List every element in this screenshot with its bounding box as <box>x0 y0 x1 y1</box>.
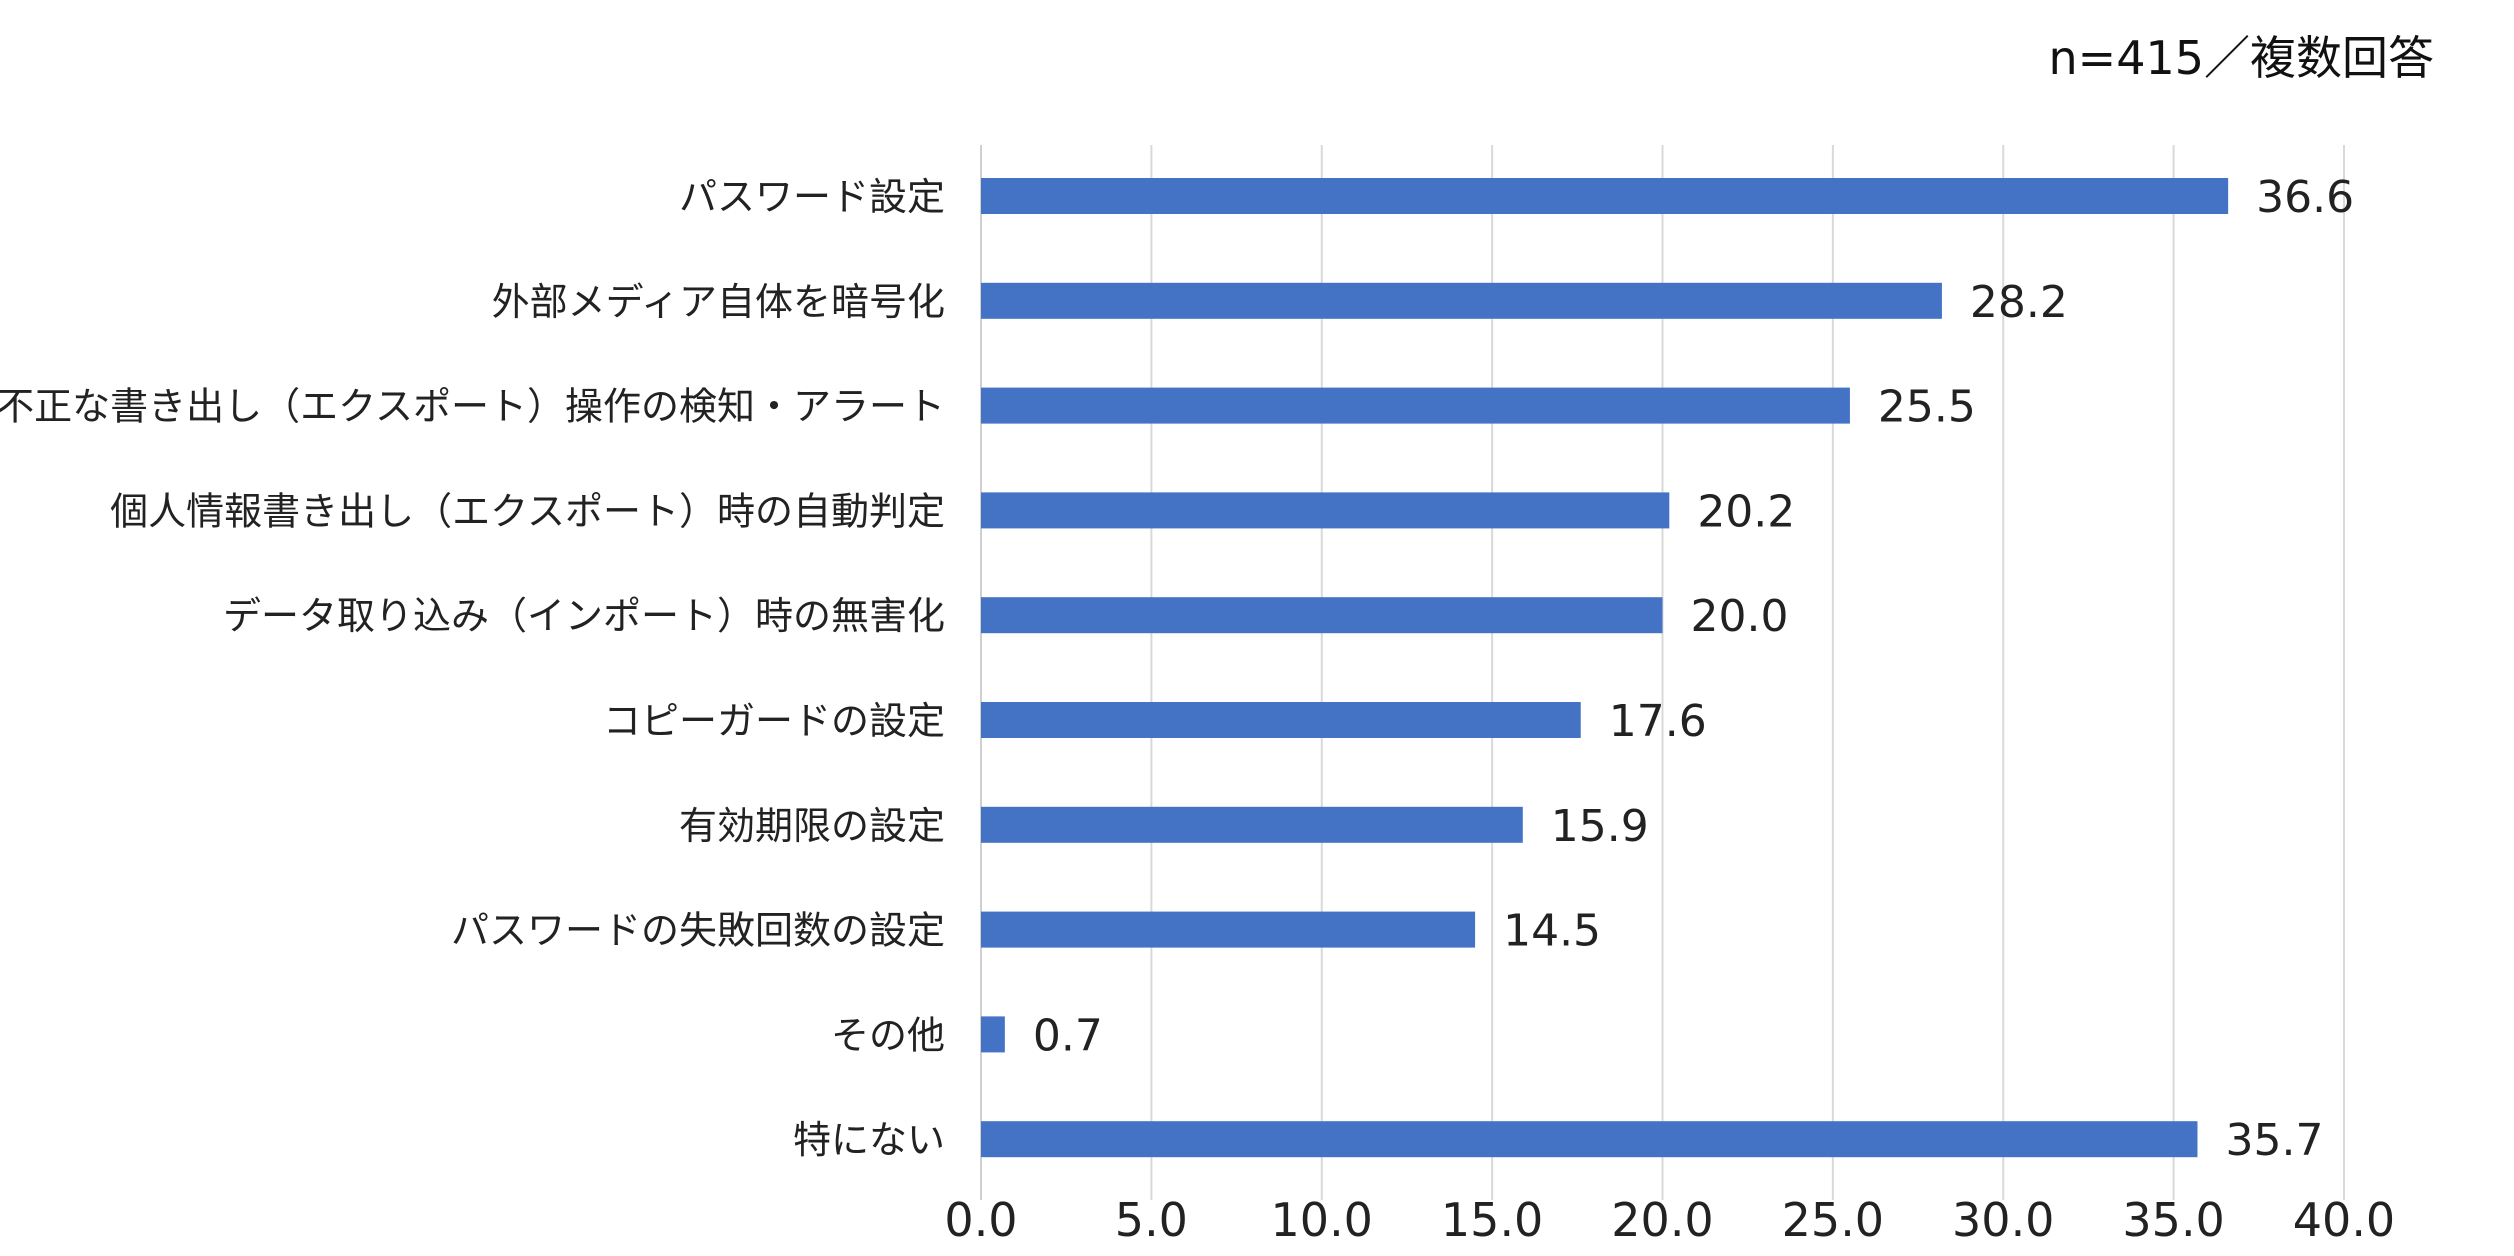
labels: 0.0 5.0 10.0 15.0 20.0 25.0 30.0 35.0 40.0 パスワード設… <box>0 172 2395 1247</box>
category-label: 特にない <box>793 1118 945 1162</box>
bar <box>981 702 1581 738</box>
data-label: 36.6 <box>2256 172 2354 223</box>
bar <box>981 492 1670 529</box>
category-label: 不正な書き出し（エクスポート）操作の検知・アラート <box>0 385 945 429</box>
data-label: 17.6 <box>1609 696 1707 747</box>
data-label: 15.9 <box>1551 801 1649 852</box>
category-label: 有効期限の設定 <box>679 804 945 848</box>
bar <box>981 178 2229 214</box>
x-tick-label: 5.0 <box>1115 1193 1188 1247</box>
category-label: パスワード設定 <box>679 175 945 219</box>
x-tick-label: 0.0 <box>944 1193 1017 1247</box>
category-label: データ取り込み（インポート）時の無害化 <box>223 594 945 638</box>
x-tick-label: 25.0 <box>1782 1193 1884 1247</box>
category-label: その他 <box>831 1013 945 1057</box>
bar <box>981 282 1942 319</box>
data-label: 35.7 <box>2225 1115 2323 1166</box>
x-tick-label: 30.0 <box>1952 1193 2054 1247</box>
sample-size-note: n=415／複数回答 <box>2048 31 2435 85</box>
bars <box>981 178 2229 1158</box>
bar <box>981 911 1476 948</box>
bar <box>981 597 1663 634</box>
bar <box>981 1016 1005 1053</box>
data-label: 0.7 <box>1033 1010 1103 1061</box>
data-label: 14.5 <box>1503 906 1601 957</box>
x-tick-label: 20.0 <box>1611 1193 1713 1247</box>
x-tick-label: 40.0 <box>2293 1193 2395 1247</box>
x-tick-label: 35.0 <box>2122 1193 2224 1247</box>
x-tick-label: 10.0 <box>1271 1193 1373 1247</box>
x-tick-label: 15.0 <box>1441 1193 1543 1247</box>
data-label: 28.2 <box>1970 277 2068 328</box>
data-label: 20.0 <box>1691 591 1789 642</box>
data-label: 25.5 <box>1878 382 1976 433</box>
category-label: 外部メディア自体を暗号化 <box>492 280 945 324</box>
bar <box>981 387 1850 424</box>
gridlines <box>980 145 2345 1200</box>
category-label: 個人情報書き出し（エクスポート）時の自動判定 <box>110 489 945 533</box>
bar <box>981 1121 2198 1158</box>
data-label: 20.2 <box>1697 486 1795 537</box>
bar <box>981 806 1523 843</box>
category-label: パスワードの失敗回数の設定 <box>451 909 945 953</box>
category-label: コピーガードの設定 <box>603 699 945 743</box>
